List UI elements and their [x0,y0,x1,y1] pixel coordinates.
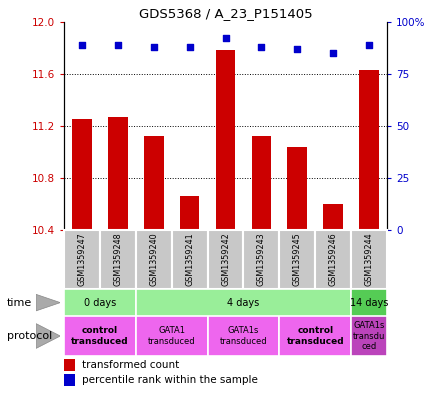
Bar [279,230,315,289]
Point [186,44,193,50]
Bar [208,230,243,289]
Bar [279,316,351,356]
Point [366,41,373,48]
Polygon shape [36,324,60,348]
Bar [243,230,279,289]
Text: GATA1s
transdu
ced: GATA1s transdu ced [353,321,385,351]
Bar [144,136,164,230]
Bar [64,359,75,371]
Point [114,41,121,48]
Text: GATA1
transduced: GATA1 transduced [148,326,195,346]
Text: 4 days: 4 days [227,298,260,308]
Bar [136,230,172,289]
Bar [315,230,351,289]
Bar [136,316,208,356]
Point [330,50,337,56]
Text: GSM1359245: GSM1359245 [293,233,302,286]
Text: 0 days: 0 days [84,298,116,308]
Bar [351,230,387,289]
Text: GATA1s
transduced: GATA1s transduced [220,326,267,346]
Text: control
transduced: control transduced [286,326,344,346]
Point [78,41,85,48]
Title: GDS5368 / A_23_P151405: GDS5368 / A_23_P151405 [139,7,312,20]
Bar [64,230,100,289]
Text: GSM1359242: GSM1359242 [221,233,230,286]
Text: GSM1359241: GSM1359241 [185,233,194,286]
Text: GSM1359247: GSM1359247 [77,233,86,286]
Bar [359,70,379,230]
Polygon shape [36,294,60,311]
Text: transformed count: transformed count [81,360,179,370]
Text: 14 days: 14 days [350,298,389,308]
Bar [64,316,136,356]
Bar [323,204,343,230]
Text: GSM1359248: GSM1359248 [113,233,122,286]
Bar [136,289,351,316]
Bar [216,50,235,230]
Bar [72,119,92,230]
Bar [180,196,199,230]
Text: percentile rank within the sample: percentile rank within the sample [81,375,257,385]
Bar [100,230,136,289]
Bar [64,374,75,386]
Text: GSM1359244: GSM1359244 [365,233,374,286]
Bar [172,230,208,289]
Point [150,44,157,50]
Point [294,46,301,52]
Point [222,35,229,41]
Text: time: time [7,298,32,308]
Text: GSM1359246: GSM1359246 [329,233,338,286]
Text: GSM1359243: GSM1359243 [257,233,266,286]
Text: GSM1359240: GSM1359240 [149,233,158,286]
Point [258,44,265,50]
Bar [351,316,387,356]
Text: protocol: protocol [7,331,52,341]
Bar [64,289,136,316]
Bar [351,289,387,316]
Bar [252,136,271,230]
Bar [287,147,307,230]
Bar [108,117,128,230]
Text: control
transduced: control transduced [71,326,128,346]
Bar [208,316,279,356]
